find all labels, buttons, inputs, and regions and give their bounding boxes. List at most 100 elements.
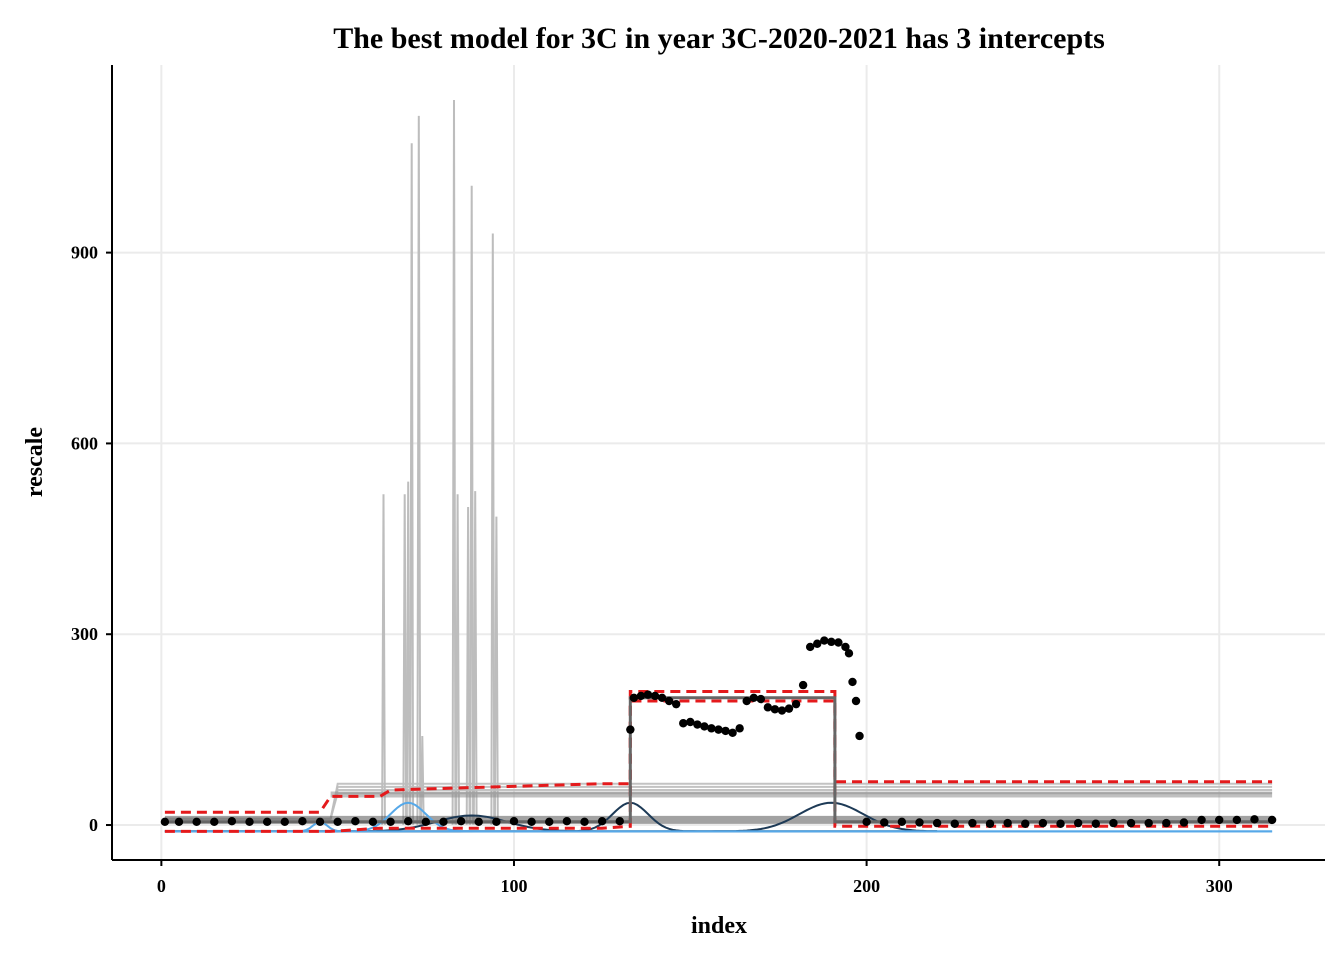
observed-points xyxy=(160,636,1277,828)
data-point xyxy=(756,694,766,704)
x-axis-title: index xyxy=(691,913,747,939)
x-tick-label: 200 xyxy=(853,876,880,896)
data-point xyxy=(210,817,219,827)
candidate-spike xyxy=(493,516,499,826)
data-point xyxy=(671,699,681,709)
data-point xyxy=(615,817,624,826)
data-point xyxy=(848,677,857,687)
data-point xyxy=(784,704,794,713)
candidate-spike xyxy=(490,233,496,826)
data-point xyxy=(1250,815,1259,824)
data-point xyxy=(1003,818,1012,828)
candidate-spike xyxy=(451,99,457,826)
data-point xyxy=(626,725,635,734)
data-point xyxy=(1126,818,1136,828)
data-point xyxy=(714,725,723,734)
data-point xyxy=(421,817,431,827)
data-point xyxy=(707,724,716,733)
best-model-line xyxy=(161,696,1273,824)
data-point xyxy=(439,817,448,827)
data-point xyxy=(693,720,702,729)
data-point xyxy=(245,817,254,827)
data-point xyxy=(834,638,843,647)
y-tick-label: 600 xyxy=(71,433,98,453)
data-point xyxy=(915,818,924,827)
tick-labels: 0 100 200 300 0 300 600 900 xyxy=(71,243,1233,896)
data-point xyxy=(827,637,836,647)
data-point xyxy=(456,817,466,826)
data-point xyxy=(351,817,360,826)
data-point xyxy=(509,817,519,826)
data-point xyxy=(1144,818,1153,828)
candidate-level-line xyxy=(164,782,1273,820)
candidate-spike xyxy=(409,143,415,826)
data-point xyxy=(386,817,395,827)
data-point xyxy=(880,818,889,827)
data-point xyxy=(777,706,787,715)
data-point xyxy=(686,717,695,727)
y-tick-label: 300 xyxy=(71,624,98,644)
data-point xyxy=(474,817,483,827)
data-point xyxy=(1267,815,1277,825)
data-point xyxy=(403,817,413,826)
data-point xyxy=(855,731,864,741)
data-point xyxy=(791,699,801,709)
chart-title: The best model for 3C in year 3C-2020-20… xyxy=(333,22,1105,55)
x-tick-label: 300 xyxy=(1206,876,1233,896)
data-point xyxy=(1179,818,1189,827)
data-point xyxy=(527,817,536,827)
data-point xyxy=(1056,819,1065,828)
data-point xyxy=(492,817,501,827)
data-point xyxy=(968,818,977,828)
y-axis-title: rescale xyxy=(22,427,48,498)
data-point xyxy=(650,691,660,701)
data-point xyxy=(841,642,850,652)
candidate-spike xyxy=(402,494,408,826)
data-point xyxy=(1038,818,1048,828)
data-point xyxy=(700,722,709,731)
data-point xyxy=(721,726,730,736)
data-point xyxy=(664,696,674,706)
data-point xyxy=(597,817,607,826)
candidate-spike xyxy=(381,494,386,826)
data-point xyxy=(763,703,773,712)
best-model-step xyxy=(161,696,1273,824)
data-point xyxy=(851,696,861,706)
data-point xyxy=(749,693,758,703)
candidate-spike xyxy=(455,494,460,826)
data-point xyxy=(985,819,995,828)
data-point xyxy=(1021,819,1030,828)
data-point xyxy=(262,817,272,827)
data-point xyxy=(580,817,589,827)
candidate-spike xyxy=(416,115,422,826)
data-point xyxy=(1162,818,1171,828)
data-point xyxy=(562,817,572,826)
data-point xyxy=(742,696,751,706)
y-tick-label: 0 xyxy=(89,815,98,835)
confidence-bounds xyxy=(164,690,1273,833)
data-point xyxy=(1232,815,1242,825)
candidate-spike xyxy=(405,481,411,826)
data-point xyxy=(657,693,667,703)
candidate-model-lines xyxy=(164,99,1273,826)
data-point xyxy=(813,639,822,648)
data-point xyxy=(1215,815,1224,825)
data-point xyxy=(805,642,815,652)
data-point xyxy=(545,817,554,827)
data-point xyxy=(950,819,959,828)
data-point xyxy=(368,817,378,827)
candidate-spike xyxy=(469,185,475,826)
x-tick-label: 0 xyxy=(157,876,166,896)
data-point xyxy=(227,817,237,826)
data-point xyxy=(1073,818,1083,828)
data-point xyxy=(932,818,942,828)
data-point xyxy=(897,817,907,827)
data-point xyxy=(643,690,653,699)
gridlines xyxy=(112,65,1325,860)
data-point xyxy=(1197,815,1206,825)
candidate-spike xyxy=(465,506,471,826)
data-point xyxy=(280,817,289,827)
data-point xyxy=(174,817,184,827)
